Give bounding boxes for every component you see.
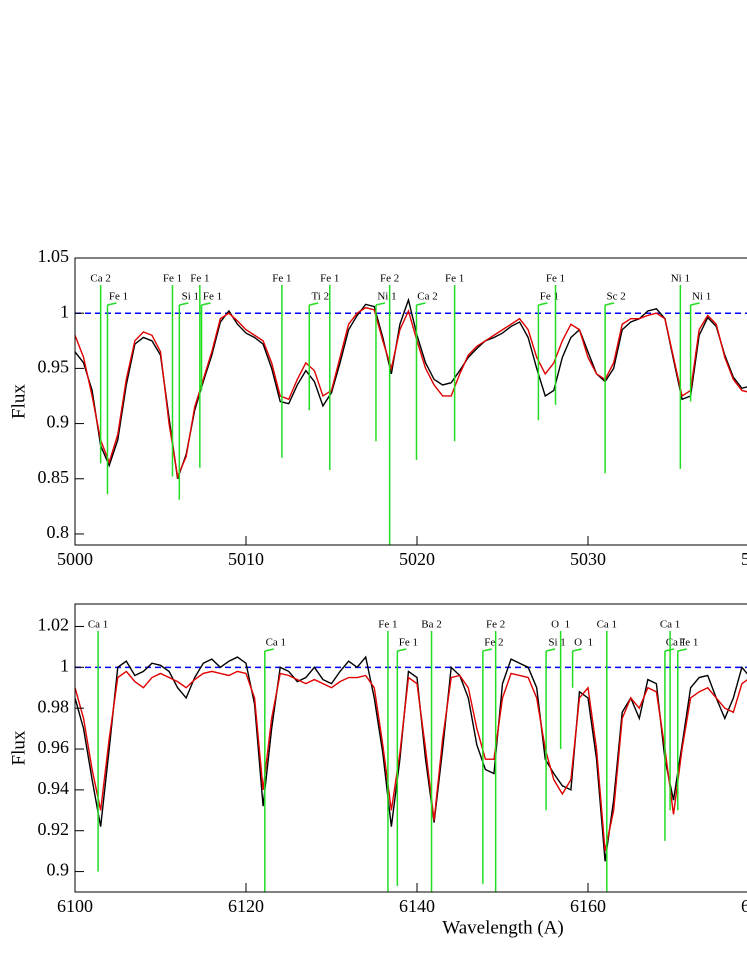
line-label: Fe 2 [484,637,503,649]
line-label: Fe 1 [399,637,418,649]
line-label: Sc 2 [606,291,625,303]
y-tick-label: 0.95 [38,357,70,377]
x-tick-label: 5000 [57,549,93,569]
line-label: Ba 2 [421,619,441,631]
label-connector [538,302,548,306]
line-label: Ca 1 [597,619,617,631]
line-label: Fe 1 [190,273,209,285]
line-label: O 1 [551,619,570,631]
label-connector [375,302,386,306]
spectrum-line [75,297,747,480]
plot-area [75,655,747,862]
y-tick-label: 1.02 [38,615,70,635]
x-tick-label: 6180 [741,896,747,916]
label-connector [604,302,615,306]
x-tick-label: 6100 [57,896,93,916]
x-tick-label: 5030 [570,549,606,569]
line-label: Ca 2 [90,273,110,285]
label-connector [201,302,211,306]
y-tick-label: 0.8 [47,522,70,542]
line-label: Ti 2 [311,291,329,303]
label-connector [179,302,189,306]
y-tick-label: 0.9 [47,412,70,432]
label-connector [482,648,492,652]
line-label: Fe 1 [109,291,128,303]
y-tick-label: 1 [60,301,69,321]
line-label: Ni 1 [377,291,396,303]
line-label: Fe 1 [378,619,397,631]
y-tick-label: 0.96 [38,737,70,757]
label-connector [416,302,426,306]
label-connector [397,648,407,652]
label-connector [690,302,700,306]
line-label: Fe 1 [163,273,182,285]
line-label: Fe 1 [203,291,222,303]
line-label: Fe 1 [546,273,565,285]
label-connector [264,648,274,652]
line-label: O 1 [574,637,593,649]
label-connector [545,648,556,652]
line-label: Fe 2 [380,273,399,285]
y-tick-label: 0.85 [38,467,70,487]
y-tick-label: 0.98 [38,696,70,716]
spectrum-line [75,655,747,862]
line-label: Ni 1 [692,291,711,303]
line-label: Ca 1 [88,619,108,631]
y-tick-label: 0.92 [38,819,70,839]
plot-frame [74,257,747,546]
line-label: Si 1 [182,291,199,303]
x-tick-label: 6140 [399,896,435,916]
y-tick-label: 1.05 [38,246,70,266]
line-label: Ca 1 [266,637,286,649]
x-tick-label: 5020 [399,549,435,569]
x-tick-label: 5010 [228,549,264,569]
line-label: Fe 1 [272,273,291,285]
x-tick-label: 5040 [741,549,747,569]
line-label: Si 1 [548,637,565,649]
line-label: Ca 1 [660,619,680,631]
y-tick-label: 0.94 [38,778,70,798]
label-connector [677,648,687,652]
spectrum-line [75,306,747,480]
line-label: Fe 1 [445,273,464,285]
label-connector [107,302,117,306]
x-tick-label: 6160 [570,896,606,916]
line-label: Fe 1 [320,273,339,285]
line-label: Fe 2 [486,619,505,631]
y-tick-label: 0.9 [47,860,70,880]
plot-area [75,297,747,480]
line-label: Fe 1 [540,291,559,303]
x-axis-label: Wavelength (A) [442,917,563,938]
spectrum-line [75,670,747,852]
label-connector [309,302,319,306]
y-axis-label: Flux [8,730,29,765]
y-axis-label: Flux [8,384,29,419]
line-label: Ca 2 [417,291,437,303]
x-tick-label: 6120 [228,896,264,916]
line-label: Ni 1 [671,273,690,285]
y-tick-label: 1 [60,655,69,675]
label-connector [572,648,582,652]
line-label: Fe 1 [679,637,698,649]
